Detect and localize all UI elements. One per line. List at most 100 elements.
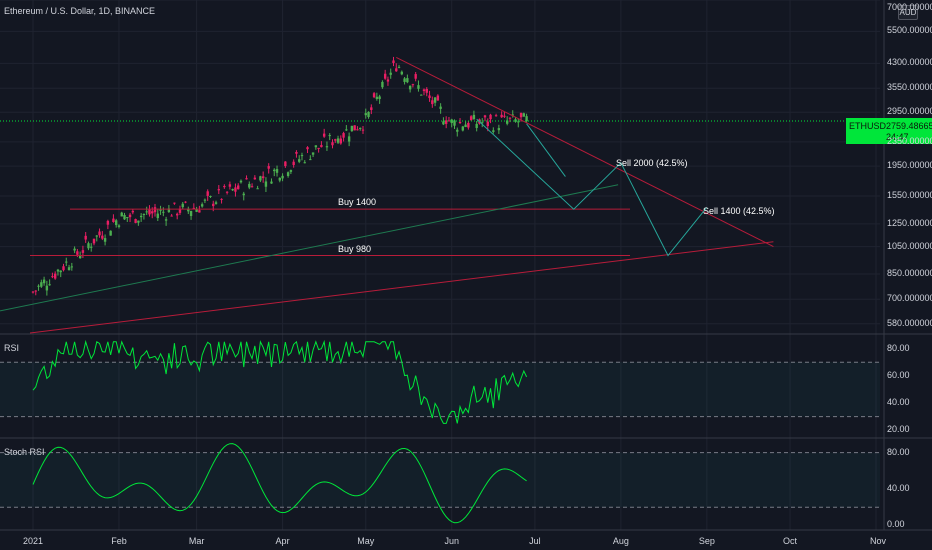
- candle-body: [414, 74, 417, 79]
- candle-body: [228, 184, 232, 187]
- candle-body: [117, 225, 121, 227]
- candle-body: [464, 124, 467, 128]
- candle: [134, 218, 137, 224]
- candle: [298, 155, 301, 164]
- candle: [189, 210, 193, 220]
- price-tag-symbol: ETHUSD: [849, 121, 887, 131]
- candle-body: [248, 183, 251, 188]
- candle: [439, 103, 442, 114]
- candle-body: [153, 207, 157, 213]
- candle: [131, 209, 135, 215]
- time-tick-label: Oct: [783, 536, 798, 546]
- candle-body: [497, 128, 501, 131]
- candle-body: [59, 270, 62, 273]
- price-tag-price: 2759.486653: [886, 121, 932, 131]
- candle-body: [242, 193, 245, 196]
- candle-body: [503, 115, 506, 117]
- candle-body: [309, 159, 312, 161]
- candle: [525, 113, 528, 123]
- rsi-tick-label: 60.00: [887, 369, 910, 380]
- time-tick-label: Jul: [529, 536, 541, 546]
- candle-body: [178, 208, 182, 213]
- candle-body: [461, 126, 465, 131]
- candle: [225, 191, 229, 195]
- candle: [261, 171, 265, 183]
- candle: [386, 76, 390, 86]
- candle-body: [519, 112, 523, 118]
- candle: [239, 179, 243, 184]
- candle-body: [522, 113, 526, 117]
- candle-body: [200, 204, 204, 207]
- candle: [112, 214, 115, 223]
- candle: [139, 213, 143, 222]
- candle-body: [289, 170, 293, 172]
- candle-body: [514, 119, 517, 122]
- candle: [400, 70, 404, 76]
- candle: [497, 124, 501, 134]
- annotation-buy-1400: Buy 1400: [338, 197, 377, 207]
- stoch-tick-label: 40.00: [887, 483, 910, 494]
- candle: [234, 183, 237, 197]
- candle: [56, 268, 60, 276]
- candle-body: [76, 251, 79, 255]
- time-tick-label: Nov: [869, 536, 887, 546]
- candle-body: [458, 122, 462, 124]
- candle: [214, 200, 218, 205]
- candle-body: [142, 213, 146, 215]
- candle-body: [364, 113, 367, 116]
- candle-body: [192, 207, 196, 209]
- candle: [444, 116, 448, 129]
- candle: [300, 152, 304, 161]
- candle: [328, 133, 331, 141]
- candle-body: [436, 95, 440, 101]
- candle: [345, 125, 348, 131]
- candle: [200, 202, 204, 208]
- candle: [442, 117, 445, 126]
- candle-body: [286, 172, 290, 176]
- candle: [95, 235, 98, 242]
- candle-body: [209, 195, 212, 197]
- candle-body: [31, 291, 35, 293]
- rsi-tick-label: 20.00: [887, 424, 910, 435]
- candle-body: [139, 215, 143, 218]
- candle: [284, 161, 287, 168]
- candle: [320, 141, 323, 148]
- candle-body: [73, 248, 76, 251]
- candle-body: [345, 129, 348, 131]
- candle: [253, 175, 257, 180]
- candle-body: [467, 122, 470, 128]
- candle-body: [95, 235, 98, 237]
- candle: [106, 219, 110, 230]
- rsi-pane-label: RSI: [4, 343, 20, 353]
- candle: [464, 121, 467, 128]
- candle-body: [359, 127, 362, 129]
- rsi-line: [32, 339, 528, 424]
- candle-body: [67, 267, 71, 271]
- candle-body: [281, 175, 284, 179]
- candle-body: [311, 152, 315, 155]
- candle: [281, 173, 284, 182]
- candle: [314, 145, 318, 150]
- candle-body: [270, 181, 273, 184]
- annotation-buy-980: Buy 980: [338, 244, 372, 254]
- candle-body: [123, 214, 126, 220]
- candle: [67, 264, 71, 271]
- candle-body: [447, 120, 451, 122]
- candle: [375, 92, 379, 101]
- time-tick-label: Feb: [111, 536, 127, 546]
- rsi-tick-label: 40.00: [887, 397, 910, 407]
- candle-body: [131, 210, 135, 213]
- candle-body: [225, 191, 229, 193]
- candle-body: [253, 177, 257, 180]
- candle-body: [428, 95, 431, 99]
- candle: [187, 206, 190, 215]
- currency-button[interactable]: AUD: [898, 5, 918, 20]
- candle-body: [98, 231, 101, 236]
- price-tick-label: 7000.000000: [887, 2, 932, 12]
- candle: [45, 280, 49, 296]
- price-tick-label: 700.000000: [887, 293, 932, 304]
- candle: [103, 234, 107, 246]
- candle-body: [483, 115, 487, 118]
